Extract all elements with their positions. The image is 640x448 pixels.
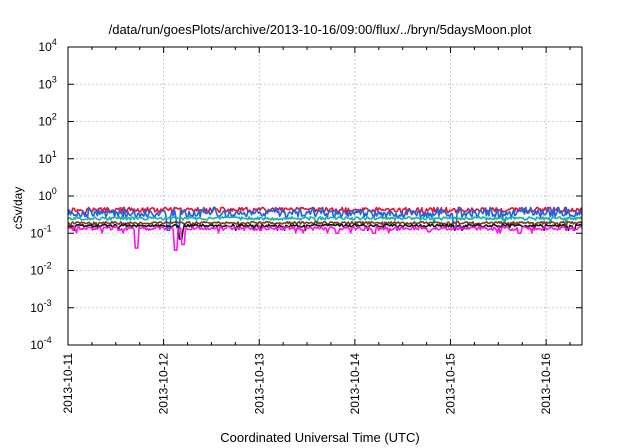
x-tick-label: 2013-10-14 bbox=[348, 353, 362, 415]
x-tick-label: 2013-10-16 bbox=[539, 353, 553, 415]
y-tick-label: 10-4 bbox=[30, 335, 51, 352]
y-tick-label: 102 bbox=[38, 112, 56, 129]
x-tick-label: 2013-10-12 bbox=[157, 353, 171, 415]
y-tick-label: 101 bbox=[38, 149, 56, 166]
series-line bbox=[67, 225, 583, 251]
series-line bbox=[67, 223, 583, 240]
y-tick-label: 10-2 bbox=[30, 261, 51, 278]
series-line bbox=[67, 206, 582, 232]
series-lines bbox=[67, 206, 583, 251]
x-tick-label: 2013-10-13 bbox=[252, 353, 266, 415]
y-tick-label: 10-3 bbox=[30, 298, 51, 315]
x-tick-label: 2013-10-11 bbox=[61, 353, 75, 414]
chart-title: /data/run/goesPlots/archive/2013-10-16/0… bbox=[108, 22, 532, 37]
x-axis-label: Coordinated Universal Time (UTC) bbox=[220, 430, 420, 445]
axis-ticks: 10-4 10-3 10-2 10-1 100 101 102 103 104 2013-10-1… bbox=[30, 37, 582, 414]
y-tick-label: 10-1 bbox=[30, 223, 51, 240]
y-tick-label: 104 bbox=[38, 37, 56, 54]
y-tick-label: 103 bbox=[38, 74, 56, 91]
series-line bbox=[67, 206, 583, 216]
series-line bbox=[67, 220, 583, 229]
y-tick-label: 100 bbox=[38, 186, 56, 203]
grid-lines bbox=[68, 47, 582, 345]
x-tick-label: 2013-10-15 bbox=[444, 353, 458, 415]
series-line bbox=[67, 216, 583, 224]
